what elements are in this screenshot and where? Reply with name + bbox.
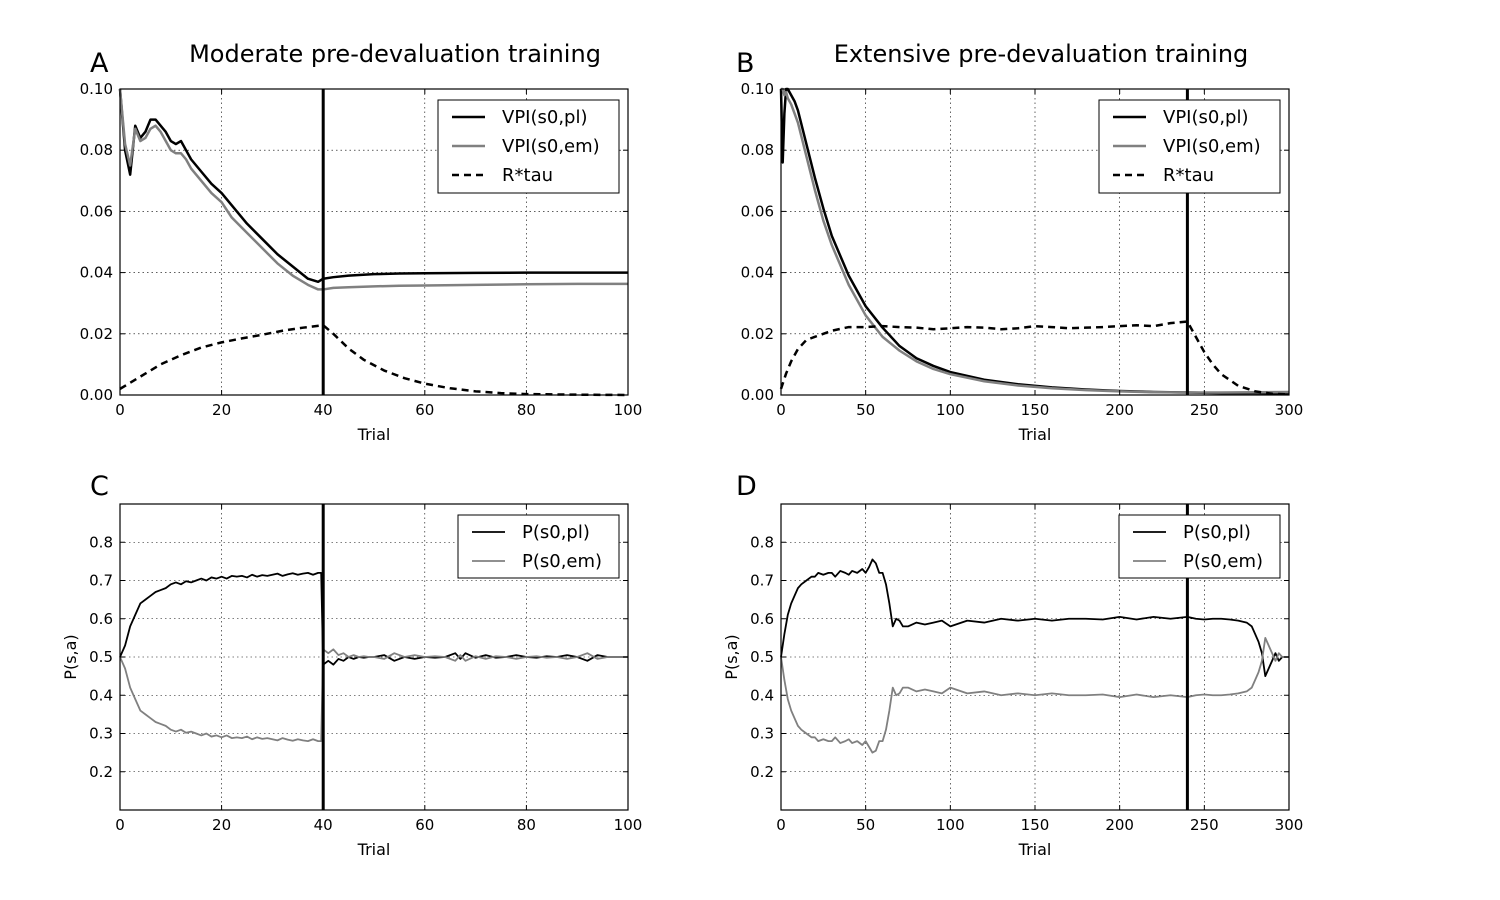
panel-c-xtick-label-4: 80 bbox=[517, 816, 536, 834]
panel-d-xtick-label-5: 250 bbox=[1190, 816, 1219, 834]
panel-b-xtick-label-1: 50 bbox=[856, 401, 875, 419]
panel-c-xlabel: Trial bbox=[357, 840, 391, 859]
panel-c-series-p-s0-pl bbox=[119, 571, 628, 666]
panel-c-legend-box bbox=[457, 514, 620, 579]
panel-letter-d: D bbox=[736, 471, 757, 502]
panel-d-xtick-label-2: 100 bbox=[936, 816, 965, 834]
panel-c-ylabel: P(s,a) bbox=[61, 634, 80, 679]
panel-a-xtick-label-2: 40 bbox=[314, 401, 333, 419]
panel-b-ytick-label-1: 0.02 bbox=[741, 325, 774, 343]
panel-a-series-vpi-s0-em bbox=[118, 88, 628, 291]
panel-d-xtick-label-4: 200 bbox=[1105, 816, 1134, 834]
panel-b-ytick-label-0: 0.00 bbox=[741, 386, 774, 404]
panel-d-legend: P(s0,pl) P(s0,em) bbox=[1118, 514, 1281, 579]
panel-c-ytick-label-2: 0.4 bbox=[89, 686, 113, 704]
panel-a-xtick-label-0: 0 bbox=[115, 401, 125, 419]
panel-d-series-p-s0-em bbox=[780, 636, 1289, 754]
panel-a-legend-label-vpi-s0-em: VPI(s0,em) bbox=[502, 136, 600, 157]
panel-b-title: Extensive pre-devaluation training bbox=[834, 40, 1249, 68]
panel-b-ytick-label-5: 0.10 bbox=[741, 80, 774, 98]
panel-c-xtick-label-0: 0 bbox=[115, 816, 125, 834]
panel-b-xtick-label-0: 0 bbox=[776, 401, 786, 419]
panel-c-ytick-label-0: 0.2 bbox=[89, 763, 113, 781]
panel-b-legend: VPI(s0,pl) VPI(s0,em) R*tau bbox=[1098, 99, 1281, 194]
panel-b-xtick-label-5: 250 bbox=[1190, 401, 1219, 419]
panel-b-xtick-label-4: 200 bbox=[1105, 401, 1134, 419]
panel-c-xtick-label-5: 100 bbox=[614, 816, 643, 834]
panel-b-ytick-label-3: 0.06 bbox=[741, 202, 774, 220]
panel-a-ytick-label-0: 0.00 bbox=[80, 386, 113, 404]
panel-letter-c: C bbox=[90, 471, 109, 502]
panel-b-legend-label-r-tau: R*tau bbox=[1163, 165, 1214, 186]
panel-b-legend-label-vpi-s0-pl: VPI(s0,pl) bbox=[1163, 107, 1249, 128]
panel-b-legend-label-vpi-s0-em: VPI(s0,em) bbox=[1163, 136, 1261, 157]
panel-b-chart: 0 50 100 150 200 250 300 0.00 0.02 0.04 0.06 0.08 0.… bbox=[741, 80, 1304, 444]
panel-a-series-vpi-s0-pl bbox=[118, 88, 628, 284]
panel-c-xtick-label-3: 60 bbox=[415, 816, 434, 834]
panel-b-ytick-label-2: 0.04 bbox=[741, 264, 774, 282]
panel-d-legend-label-p-s0-em: P(s0,em) bbox=[1183, 551, 1263, 572]
panel-c-ytick-label-3: 0.5 bbox=[89, 648, 113, 666]
panel-a-ytick-label-2: 0.04 bbox=[80, 264, 113, 282]
panel-a-xlabel: Trial bbox=[357, 425, 391, 444]
panel-d-ytick-label-3: 0.5 bbox=[750, 648, 774, 666]
panel-a-ytick-label-5: 0.10 bbox=[80, 80, 113, 98]
panel-a-title: Moderate pre-devaluation training bbox=[189, 40, 601, 68]
panel-b-xtick-label-3: 150 bbox=[1021, 401, 1050, 419]
panel-d-ytick-label-6: 0.8 bbox=[750, 533, 774, 551]
panel-a-xtick-label-1: 20 bbox=[212, 401, 231, 419]
panel-a-ytick-label-4: 0.08 bbox=[80, 141, 113, 159]
panel-c-xtick-label-1: 20 bbox=[212, 816, 231, 834]
panel-b-xtick-label-6: 300 bbox=[1275, 401, 1304, 419]
panel-d-legend-label-p-s0-pl: P(s0,pl) bbox=[1183, 522, 1251, 543]
panel-c-ytick-label-1: 0.3 bbox=[89, 725, 113, 743]
panel-d-ylabel: P(s,a) bbox=[722, 634, 741, 679]
panel-c-ytick-label-5: 0.7 bbox=[89, 572, 113, 590]
panel-c-legend-label-p-s0-pl: P(s0,pl) bbox=[522, 522, 590, 543]
panel-c-legend-label-p-s0-em: P(s0,em) bbox=[522, 551, 602, 572]
panel-a-xtick-label-5: 100 bbox=[614, 401, 643, 419]
panel-letter-b: B bbox=[736, 48, 755, 79]
panel-d-ytick-label-0: 0.2 bbox=[750, 763, 774, 781]
panel-c-ytick-label-6: 0.8 bbox=[89, 533, 113, 551]
panel-b-series-vpi-s0-em bbox=[781, 87, 1290, 394]
panel-d-ytick-label-4: 0.6 bbox=[750, 610, 774, 628]
panel-a-legend-label-vpi-s0-pl: VPI(s0,pl) bbox=[502, 107, 588, 128]
panel-a-xtick-label-3: 60 bbox=[415, 401, 434, 419]
panel-c-chart: 0 20 40 60 80 100 0.2 0.3 0.4 0.5 0.6 0.7 0.8 Trial P(… bbox=[61, 503, 643, 859]
panel-d-legend-box bbox=[1118, 514, 1281, 579]
panel-b-series-r-tau bbox=[779, 320, 1290, 396]
panel-b-ytick-label-4: 0.08 bbox=[741, 141, 774, 159]
panel-b-xlabel: Trial bbox=[1018, 425, 1052, 444]
panel-a-ytick-label-3: 0.06 bbox=[80, 202, 113, 220]
panel-c-series-p-s0-em bbox=[119, 648, 628, 743]
panel-c-xtick-label-2: 40 bbox=[314, 816, 333, 834]
panel-d-chart: 0 50 100 150 200 250 300 0.2 0.3 0.4 0.5 0.6 0.7 0.8 T… bbox=[722, 503, 1304, 859]
panel-d-ytick-label-2: 0.4 bbox=[750, 686, 774, 704]
panel-a-legend: VPI(s0,pl) VPI(s0,em) R*tau bbox=[437, 99, 620, 194]
panel-c-ytick-label-4: 0.6 bbox=[89, 610, 113, 628]
panel-d-ytick-label-1: 0.3 bbox=[750, 725, 774, 743]
panel-a-legend-label-r-tau: R*tau bbox=[502, 165, 553, 186]
panel-a-chart: 0 20 40 60 80 100 0.00 0.02 0.04 0.06 0.08 0.10 Tria… bbox=[80, 80, 643, 444]
panel-a-frame bbox=[119, 88, 629, 396]
panel-d-ytick-label-5: 0.7 bbox=[750, 572, 774, 590]
panel-d-xtick-label-3: 150 bbox=[1021, 816, 1050, 834]
panel-d-xtick-label-6: 300 bbox=[1275, 816, 1304, 834]
panel-a-xtick-label-4: 80 bbox=[517, 401, 536, 419]
panel-a-series-r-tau bbox=[119, 323, 629, 397]
panel-b-xtick-label-2: 100 bbox=[936, 401, 965, 419]
panel-d-series-p-s0-pl bbox=[780, 558, 1289, 678]
panel-d-xtick-label-0: 0 bbox=[776, 816, 786, 834]
panel-c-legend: P(s0,pl) P(s0,em) bbox=[457, 514, 620, 579]
panel-d-xtick-label-1: 50 bbox=[856, 816, 875, 834]
panel-a-ytick-label-1: 0.02 bbox=[80, 325, 113, 343]
panel-d-xlabel: Trial bbox=[1018, 840, 1052, 859]
panel-letter-a: A bbox=[90, 48, 109, 79]
